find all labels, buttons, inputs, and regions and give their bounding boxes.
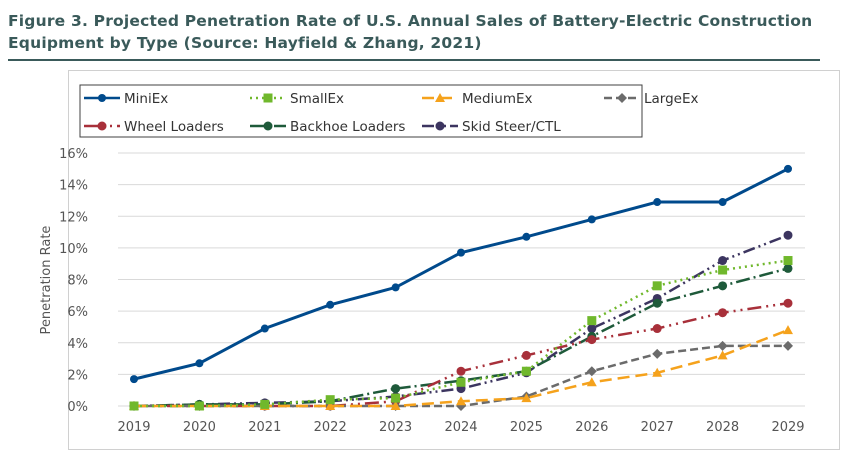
legend-label: Backhoe Loaders: [290, 119, 405, 135]
data-point: [195, 359, 204, 368]
legend-marker: [98, 94, 106, 102]
legend-label: SmallEx: [290, 91, 344, 107]
data-point: [652, 281, 662, 291]
legend-marker: [435, 121, 445, 131]
y-tick-label: 8%: [67, 274, 88, 289]
legend-marker: [617, 93, 627, 103]
data-point: [325, 401, 336, 410]
legend-label: Skid Steer/CTL: [462, 119, 561, 135]
data-point: [194, 401, 204, 411]
x-tick-label: 2021: [248, 420, 281, 435]
y-tick-label: 10%: [59, 242, 88, 257]
y-tick-label: 14%: [59, 179, 88, 194]
data-point: [456, 366, 466, 376]
y-tick-label: 2%: [67, 368, 88, 383]
x-tick-label: 2028: [706, 420, 739, 435]
data-point: [129, 401, 139, 411]
data-point: [587, 324, 597, 334]
data-point: [457, 248, 465, 257]
data-point: [784, 164, 792, 173]
data-point: [522, 232, 531, 241]
data-point: [521, 366, 531, 376]
data-point: [586, 377, 597, 387]
x-tick-label: 2023: [379, 420, 412, 435]
data-point: [718, 198, 727, 207]
data-point: [586, 366, 597, 377]
data-point: [718, 308, 728, 318]
y-tick-label: 4%: [67, 337, 88, 352]
data-point: [783, 263, 793, 273]
data-point: [391, 283, 400, 292]
data-point: [521, 393, 532, 403]
x-tick-label: 2019: [117, 420, 150, 435]
data-point: [390, 401, 401, 410]
x-tick-label: 2026: [575, 420, 608, 435]
legend-marker: [97, 121, 107, 131]
data-point: [652, 298, 662, 308]
y-axis-label: Penetration Rate: [39, 226, 54, 335]
data-point: [718, 256, 728, 266]
title-rule: [8, 59, 820, 61]
data-point: [587, 316, 597, 326]
data-point: [456, 396, 466, 406]
legend-label: LargeEx: [644, 91, 699, 107]
data-point: [391, 384, 401, 394]
legend-label: MediumEx: [462, 91, 533, 107]
data-point: [717, 350, 728, 360]
series-line-smallex: [134, 259, 789, 408]
data-point: [260, 324, 269, 333]
legend-marker: [263, 121, 273, 131]
data-point: [587, 335, 597, 345]
data-point: [783, 230, 793, 240]
data-point: [260, 399, 270, 409]
legend-label: Wheel Loaders: [124, 119, 224, 135]
data-point: [783, 325, 793, 335]
x-tick-label: 2022: [314, 420, 347, 435]
legend-marker: [263, 93, 273, 103]
data-point: [783, 298, 793, 308]
series-line-miniex: [133, 167, 789, 381]
x-tick-label: 2020: [183, 420, 216, 435]
data-point: [652, 324, 662, 334]
y-tick-label: 16%: [59, 147, 88, 162]
x-tick-label: 2025: [510, 420, 543, 435]
chart-title: Figure 3. Projected Penetration Rate of …: [8, 12, 813, 52]
data-point: [783, 256, 793, 266]
data-point: [130, 375, 138, 384]
legend-marker: [435, 93, 445, 102]
data-point: [521, 350, 531, 360]
data-point: [652, 367, 663, 377]
data-point: [456, 377, 466, 387]
legend-box: [79, 84, 643, 138]
x-tick-label: 2027: [641, 420, 674, 435]
data-point: [391, 393, 401, 403]
x-tick-label: 2024: [444, 420, 477, 435]
y-tick-label: 12%: [59, 210, 88, 225]
legend-label: MiniEx: [124, 91, 168, 107]
chart-frame: [68, 70, 840, 450]
data-point: [717, 340, 728, 351]
data-point: [587, 215, 596, 224]
y-tick-label: 6%: [67, 305, 88, 320]
data-point: [783, 340, 793, 351]
series-line-skid-steer-ctl: [133, 234, 789, 408]
x-tick-label: 2029: [771, 420, 804, 435]
data-point: [653, 198, 662, 207]
data-point: [718, 281, 728, 291]
data-point: [652, 348, 663, 359]
y-tick-label: 0%: [67, 400, 88, 415]
data-point: [326, 300, 335, 309]
data-point: [718, 265, 728, 275]
data-point: [325, 395, 335, 405]
